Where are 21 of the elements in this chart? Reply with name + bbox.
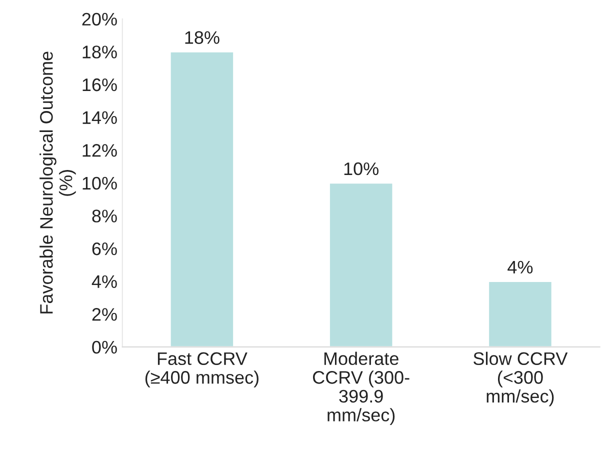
y-axis-title: Favorable Neurological Outcome (%) (40, 52, 76, 314)
data-label: 18% (185, 31, 220, 44)
x-tick-label: Slow CCRV (<300 mm/sec) (474, 352, 568, 406)
y-tick-label: 6% (92, 242, 117, 256)
y-tick-label: 12% (82, 144, 117, 157)
y-tick-label: 0% (92, 340, 117, 354)
y-tick-label: 14% (82, 111, 117, 124)
x-tick-label: Moderate CCRV (300- 399.9 mm/sec) (312, 352, 410, 425)
y-tick-label: 4% (92, 275, 117, 288)
data-label: 10% (344, 162, 379, 176)
data-label: 4% (508, 260, 533, 274)
bar (169, 50, 234, 347)
x-tick-label: Fast CCRV (≥400 mmsec) (145, 352, 258, 388)
y-tick-label: 2% (92, 308, 117, 321)
y-tick-label: 10% (82, 176, 117, 190)
y-tick-label: 18% (82, 46, 117, 58)
y-tick-label: 16% (82, 78, 117, 92)
y-tick-label: 8% (92, 210, 117, 222)
y-tick-label: 20% (82, 12, 117, 26)
bar (488, 280, 553, 347)
bar (328, 182, 394, 347)
